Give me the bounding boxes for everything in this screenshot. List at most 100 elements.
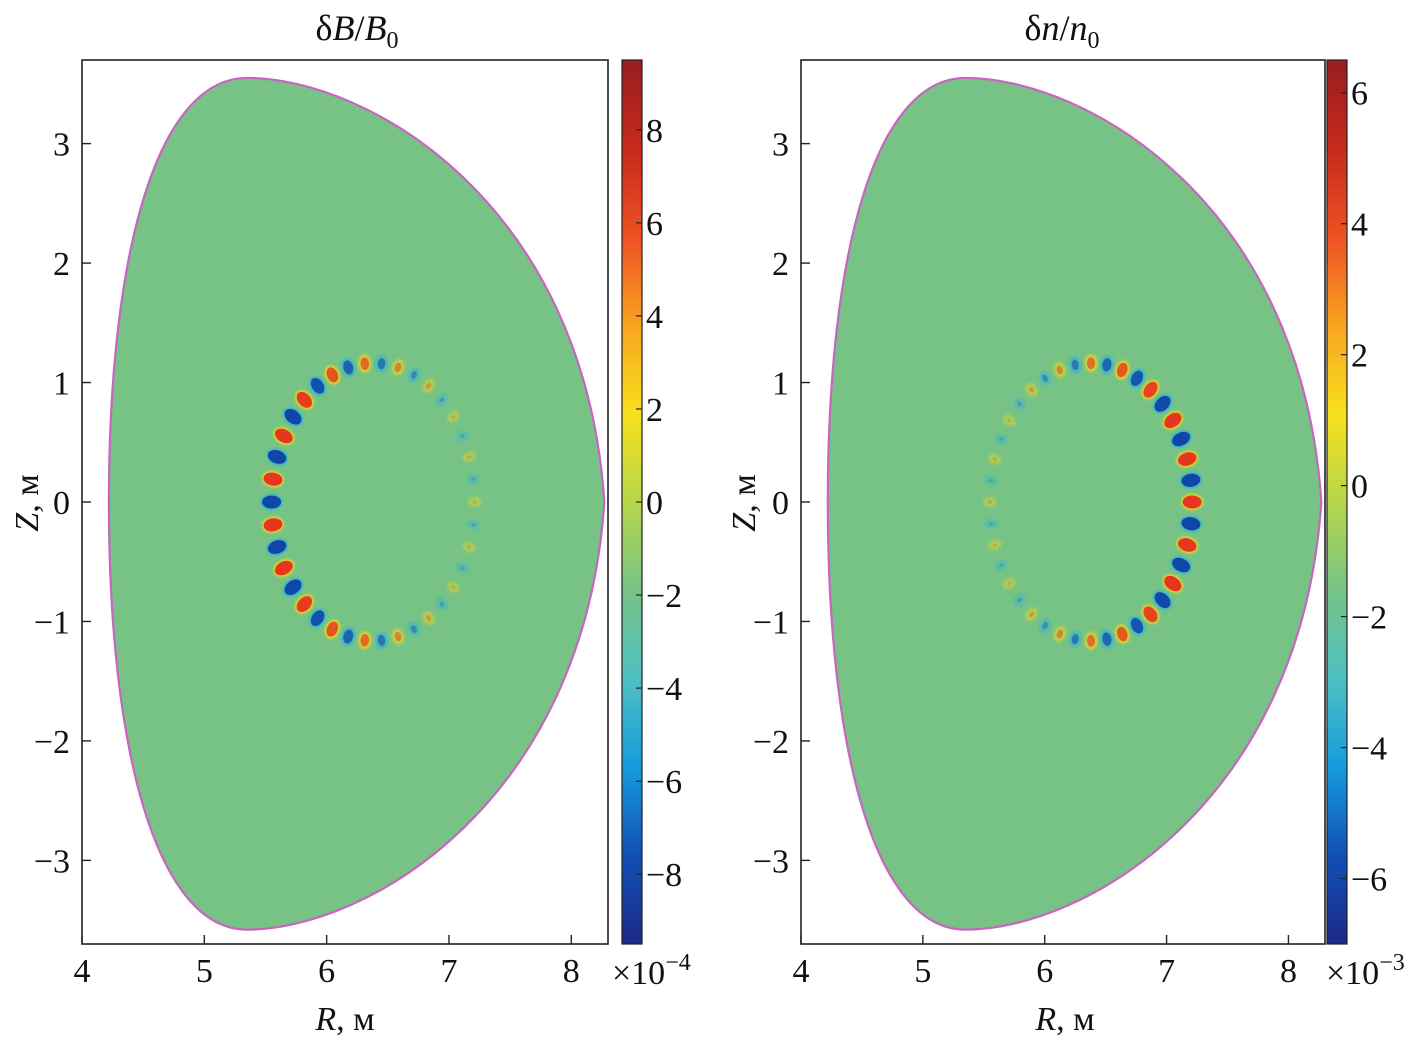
mode-blob-halo (446, 581, 460, 594)
mode-blob (410, 371, 417, 379)
x-tick-label: 8 (563, 953, 580, 990)
y-axis: −3 −2 −1 0 1 2 3 (753, 127, 810, 880)
colorbar-tick-label: −6 (646, 764, 682, 801)
mode-blob-halo (455, 430, 469, 442)
colorbar-tick-label: 8 (646, 113, 663, 150)
mode-blob (998, 563, 1003, 567)
y-tick-label: −3 (753, 843, 789, 880)
y-tick-label: 0 (772, 485, 789, 522)
colorbar-tick-label: −6 (1351, 862, 1387, 899)
mode-blob (274, 428, 293, 444)
mode-blob (1154, 395, 1171, 412)
mode-blob (343, 629, 354, 644)
mode-blob (267, 540, 287, 554)
mode-blob (471, 523, 476, 527)
mode-blob-halo (1038, 618, 1052, 634)
mode-blob-halo (1002, 577, 1016, 590)
mode-blob (1056, 629, 1063, 639)
mode-blob-halo (435, 393, 449, 407)
mode-blob-halo (407, 367, 421, 383)
mode-blob (467, 455, 472, 459)
y-tick-label: −2 (753, 724, 789, 761)
mode-blob (310, 610, 325, 627)
mode-blob (1102, 358, 1112, 372)
mode-blob (1042, 622, 1048, 630)
mode-blob (1116, 362, 1128, 378)
mode-blob-halo (988, 453, 1002, 465)
colorbar-ticks: −6 −4 −2 0 2 4 6 (1341, 76, 1387, 899)
mode-blob (992, 543, 997, 547)
colorbar (1326, 59, 1348, 945)
mode-blob (439, 397, 445, 403)
y-tick-label: 0 (53, 485, 70, 522)
mode-blob (1130, 370, 1144, 386)
mode-blob-halo (466, 519, 481, 530)
mode-blob-halo (1013, 397, 1026, 411)
mode-blob-halo (407, 621, 421, 637)
mode-ring (260, 354, 482, 650)
mode-blob (992, 457, 997, 461)
colorbar-multiplier: ×10−3 (1326, 950, 1405, 992)
mode-blob (1164, 412, 1182, 429)
mode-blob (460, 434, 465, 438)
mode-blob (451, 585, 456, 589)
y-tick-label: 1 (772, 366, 789, 403)
mode-blob-halo (1053, 361, 1066, 378)
mode-blob (1007, 418, 1012, 423)
mode-blob (472, 500, 477, 504)
mode-blob (998, 437, 1003, 441)
mode-blob (284, 579, 302, 596)
mode-blob-halo (984, 475, 999, 486)
mode-blob-halo (994, 559, 1008, 571)
mode-blob (426, 382, 432, 389)
y-tick-label: −2 (34, 724, 70, 761)
mode-blob (1172, 557, 1191, 573)
mode-blob-halo (435, 597, 449, 611)
mode-blob (1029, 611, 1035, 618)
x-axis-label: R, м (1034, 1001, 1094, 1038)
colorbar-ticks: −8 −6 −4 −2 0 2 4 6 8 (636, 113, 682, 894)
mode-blob (263, 472, 283, 486)
mode-blob (460, 566, 465, 570)
mode-blob (1056, 365, 1063, 375)
mode-blob (1042, 374, 1048, 382)
mode-blob-halo (391, 628, 405, 645)
plasma-cross-section (107, 76, 606, 931)
mode-blob (296, 391, 313, 408)
mode-blob (1017, 401, 1022, 406)
mode-blob (343, 360, 354, 375)
mode-blob-halo (984, 518, 999, 529)
x-tick-label: 4 (74, 953, 91, 990)
mode-blob-halo (462, 541, 476, 553)
mode-blob (1071, 359, 1079, 371)
x-axis: 4 5 6 7 8 (74, 935, 580, 990)
mode-blob-halo (467, 496, 482, 508)
mode-blob (274, 560, 293, 576)
y-tick-label: 3 (772, 127, 789, 164)
mode-blob (1143, 606, 1158, 623)
colorbar-tick-label: 4 (646, 299, 663, 336)
mode-blob (267, 450, 287, 464)
colorbar-multiplier: ×10−4 (612, 950, 691, 992)
mode-blob (987, 500, 993, 504)
mode-blob (989, 478, 994, 482)
mode-blob-halo (1013, 593, 1026, 607)
colorbar-tick-label: 0 (646, 485, 663, 522)
colorbar-tick-label: 6 (1351, 76, 1368, 113)
colorbar-tick-label: 4 (1351, 207, 1368, 244)
mode-blob (326, 621, 339, 637)
mode-blob-halo (988, 539, 1002, 551)
panel-title: δB/B0 (316, 8, 399, 54)
colorbar-tick-label: 2 (646, 392, 663, 429)
mode-blob (1172, 431, 1191, 447)
colorbar-tick-label: −2 (646, 578, 682, 615)
mode-blob-halo (982, 496, 997, 508)
mode-blob (1181, 517, 1201, 531)
mode-blob (262, 495, 282, 509)
mode-blob (1130, 618, 1144, 634)
mode-blob-halo (1038, 370, 1052, 386)
y-tick-label: −1 (34, 604, 70, 641)
colorbar-tick-label: −4 (646, 671, 682, 708)
